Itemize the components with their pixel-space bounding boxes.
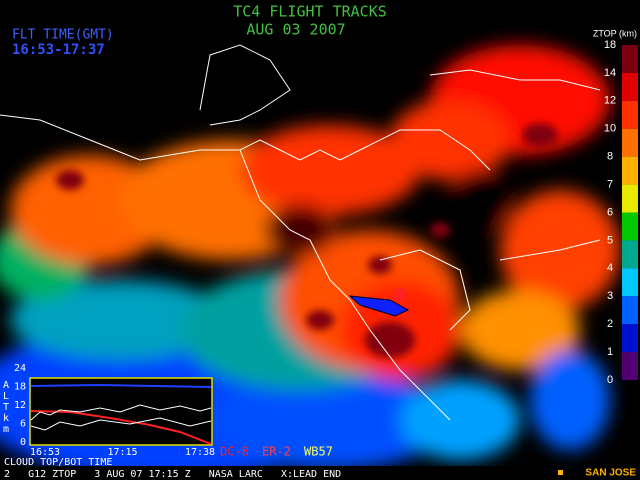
station-marker <box>558 470 563 475</box>
colorbar-swatch <box>622 240 638 269</box>
colorbar-swatch <box>622 72 638 101</box>
inset-y-tick: 0 <box>20 437 26 448</box>
flight-track <box>348 288 410 317</box>
flight-time-range: 16:53-17:37 <box>12 42 105 58</box>
colorbar-swatch <box>622 352 638 380</box>
colorbar-label: 0 <box>607 374 613 386</box>
inset-axis-letter: m <box>3 424 9 435</box>
colorbar-swatch <box>622 212 638 241</box>
colorbar-swatch <box>622 268 638 297</box>
colorbar-label: 8 <box>607 151 613 163</box>
inset-axis-letter: k <box>3 413 9 424</box>
aircraft-name: ER-2 <box>262 445 291 459</box>
inset-axis-letter: L <box>3 391 9 402</box>
storm-cores <box>56 123 558 358</box>
station-label: SAN JOSE <box>585 468 636 479</box>
colorbar-label: 14 <box>604 67 616 79</box>
inset-line <box>30 383 212 388</box>
caption: CLOUD TOP/BOT TIME <box>4 457 112 468</box>
inset-line <box>30 404 212 421</box>
inset-y-tick: 6 <box>20 419 26 430</box>
colorbar-swatch <box>622 184 638 213</box>
colorbar-swatch <box>622 100 638 129</box>
colorbar-title: ZTOP (km) <box>593 28 637 38</box>
aircraft-name: WB57 <box>304 445 333 459</box>
inset-line <box>30 410 212 445</box>
inset-y-tick: 18 <box>14 382 26 393</box>
colorbar-label: 18 <box>604 39 616 51</box>
inset-line <box>30 417 212 431</box>
colorbar-label: 3 <box>607 290 613 302</box>
flight-time-label: FLT TIME(GMT) <box>12 28 114 43</box>
colorbar-label: 2 <box>607 318 613 330</box>
aircraft-legend: DC-8 ER-2 WB57 <box>220 445 333 459</box>
inset-axis-letter: A <box>3 380 9 391</box>
inset-y-tick: 12 <box>14 400 26 411</box>
inset-x-tick: 16:53 <box>30 447 60 458</box>
colorbar-label: 7 <box>607 178 613 190</box>
date: AUG 03 2007 <box>246 21 345 39</box>
inset-y-tick: 24 <box>14 363 26 374</box>
colorbar-label: 6 <box>607 206 613 218</box>
aircraft-name: DC-8 <box>220 445 249 459</box>
colorbar-label: 1 <box>607 346 613 358</box>
colorbar-label: 4 <box>607 262 613 274</box>
inset-axis-letter: T <box>3 402 9 413</box>
title: TC4 FLIGHT TRACKS <box>233 3 387 21</box>
coastlines <box>0 44 601 421</box>
colorbar-swatch <box>622 324 638 353</box>
colorbar-label: 12 <box>604 95 616 107</box>
inset-x-tick: 17:15 <box>107 447 137 458</box>
colorbar-label: 10 <box>604 123 616 135</box>
colorbar-swatch <box>622 128 638 157</box>
colorbar-swatch <box>622 156 638 185</box>
colorbar-swatch <box>622 296 638 325</box>
status-bar <box>0 466 640 480</box>
info-line: 2 G12 ZTOP 3 AUG 07 17:15 Z NASA LARC X:… <box>4 469 341 480</box>
colorbar-label: 5 <box>607 234 613 246</box>
colorbar-swatch <box>622 45 638 73</box>
inset-x-tick: 17:38 <box>185 447 215 458</box>
